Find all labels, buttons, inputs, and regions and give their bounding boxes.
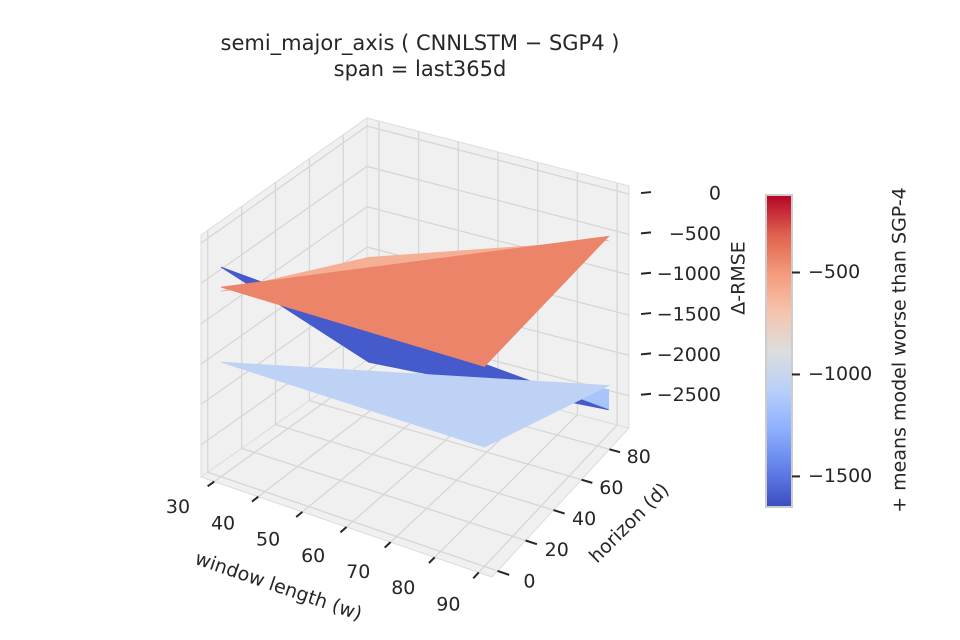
x-tick-mark <box>384 541 392 549</box>
z-tick-label: −1500 <box>657 304 721 326</box>
grid-line-x <box>434 414 578 558</box>
y-tick-mark <box>525 539 538 546</box>
x-axis-label: window length (w) <box>192 547 365 625</box>
colorbar-tick-label: −1000 <box>808 363 872 385</box>
x-tick-mark <box>339 526 348 534</box>
z-tick-label: −2500 <box>657 384 721 406</box>
x-tick-label: 60 <box>301 545 325 567</box>
grid-line-y <box>207 471 498 572</box>
z-tick-label: −2000 <box>657 344 721 366</box>
z-tick-mark <box>640 231 652 235</box>
y-tick-label: 80 <box>627 446 651 468</box>
x-tick-label: 40 <box>211 512 235 534</box>
colorbar-scale <box>765 194 793 508</box>
surface-facet <box>220 361 611 448</box>
y-tick-label: 0 <box>523 570 535 592</box>
grid-line-y <box>309 399 582 481</box>
grid-line-y <box>241 447 526 542</box>
grid-line-y <box>275 423 554 511</box>
colorbar-tick-label: −500 <box>808 261 860 283</box>
x-tick-mark <box>251 495 259 503</box>
chart-subtitle: span = last365d <box>333 57 507 81</box>
grid-line-z-back <box>366 165 630 236</box>
grid-line-z-left <box>200 327 368 446</box>
z-tick-label: −500 <box>669 223 721 245</box>
grid-line-z-left <box>200 165 368 284</box>
y-tick-label: 60 <box>599 477 623 499</box>
x-tick-mark <box>428 556 436 564</box>
x-tick-label: 30 <box>166 496 190 518</box>
colorbar-label: + means model worse than SGP-4 <box>889 187 911 513</box>
z-tick-label: −1000 <box>657 263 721 285</box>
z-tick-mark <box>640 352 652 356</box>
grid-line-z-back <box>366 125 630 195</box>
z-tick-mark <box>640 271 652 275</box>
grid-line-z-back <box>366 206 630 276</box>
y-tick-mark <box>609 448 621 454</box>
grid-line-z-left <box>200 125 368 244</box>
x-tick-mark <box>295 511 304 518</box>
x-tick-label: 70 <box>346 561 370 583</box>
z-tick-mark <box>640 191 652 195</box>
chart-title: semi_major_axis ( CNNLSTM − SGP4 ) <box>220 31 620 55</box>
y-tick-mark <box>497 569 510 576</box>
colorbar-tick-label: −1500 <box>808 465 872 487</box>
y-tick-label: 40 <box>572 508 596 530</box>
x-tick-mark <box>207 480 215 488</box>
y-tick-mark <box>553 509 565 515</box>
z-axis-label: Δ-RMSE <box>728 241 750 315</box>
grid-line-z-left <box>200 206 368 325</box>
y-axis-label: horizon (d) <box>585 479 674 568</box>
grid-line-x <box>478 424 618 573</box>
z-tick-mark <box>640 392 652 396</box>
y-tick-mark <box>581 478 593 484</box>
z-tick-mark <box>640 312 652 316</box>
x-tick-label: 50 <box>256 529 280 551</box>
surface <box>220 235 611 448</box>
surface-facet <box>220 235 610 367</box>
y-tick-label: 20 <box>545 539 569 561</box>
colorbar: −500 −1000 −1500 + means model worse than S… <box>765 187 911 513</box>
x-tick-mark <box>472 571 480 580</box>
x-tick-label: 90 <box>436 593 460 615</box>
x-tick-label: 80 <box>391 577 415 599</box>
z-tick-label: 0 <box>709 183 721 205</box>
